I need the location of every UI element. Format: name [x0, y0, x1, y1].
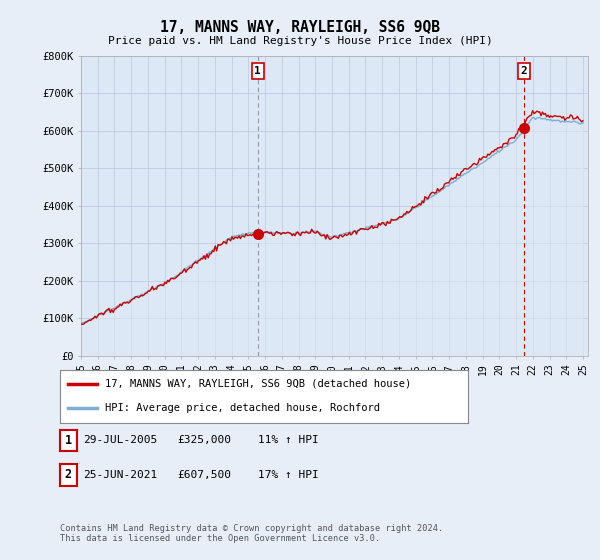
- Text: £607,500: £607,500: [177, 470, 231, 480]
- Text: 2: 2: [521, 66, 527, 76]
- Text: HPI: Average price, detached house, Rochford: HPI: Average price, detached house, Roch…: [105, 403, 380, 413]
- Text: 25-JUN-2021: 25-JUN-2021: [83, 470, 157, 480]
- Text: 2: 2: [65, 468, 72, 482]
- Text: 11% ↑ HPI: 11% ↑ HPI: [258, 435, 319, 445]
- Text: 17% ↑ HPI: 17% ↑ HPI: [258, 470, 319, 480]
- Text: 29-JUL-2005: 29-JUL-2005: [83, 435, 157, 445]
- Text: Price paid vs. HM Land Registry's House Price Index (HPI): Price paid vs. HM Land Registry's House …: [107, 36, 493, 46]
- Text: Contains HM Land Registry data © Crown copyright and database right 2024.
This d: Contains HM Land Registry data © Crown c…: [60, 524, 443, 543]
- Text: 1: 1: [65, 433, 72, 447]
- Text: 17, MANNS WAY, RAYLEIGH, SS6 9QB (detached house): 17, MANNS WAY, RAYLEIGH, SS6 9QB (detach…: [105, 379, 411, 389]
- Text: £325,000: £325,000: [177, 435, 231, 445]
- Text: 1: 1: [254, 66, 261, 76]
- Text: 17, MANNS WAY, RAYLEIGH, SS6 9QB: 17, MANNS WAY, RAYLEIGH, SS6 9QB: [160, 20, 440, 35]
